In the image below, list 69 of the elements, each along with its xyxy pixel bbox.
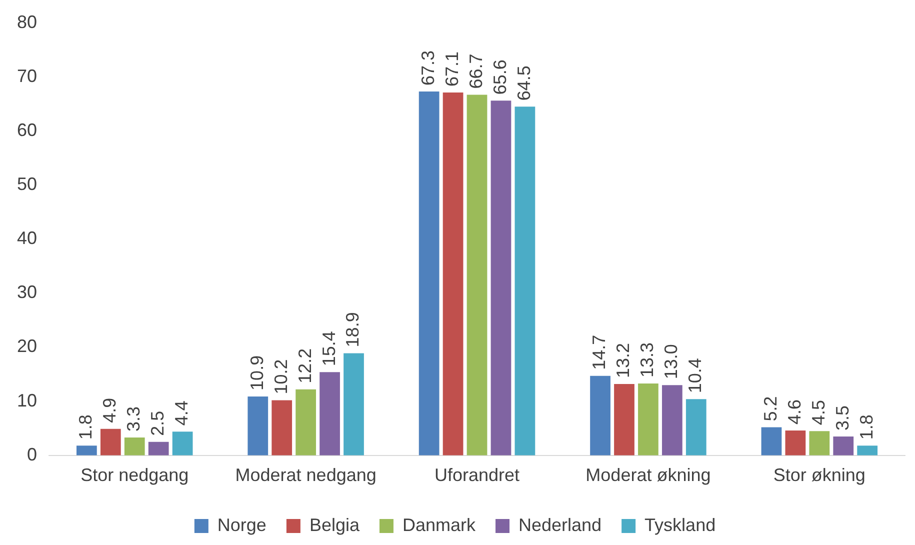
- data-label: 13.0: [661, 344, 682, 380]
- bar: [466, 94, 488, 456]
- y-tick-label: 40: [16, 228, 38, 248]
- bar: [833, 436, 854, 456]
- data-label: 12.2: [294, 348, 315, 384]
- data-label: 67.1: [442, 52, 462, 87]
- bar: [662, 385, 682, 456]
- bar: [76, 446, 97, 456]
- bar: [248, 396, 268, 456]
- legend-label: Norge: [217, 514, 266, 535]
- y-tick-label: 30: [16, 282, 38, 302]
- x-tick-label: Moderat nedgang: [235, 465, 376, 486]
- data-label: 5.2: [760, 396, 780, 422]
- bar: [272, 400, 292, 456]
- data-label: 10.4: [685, 358, 706, 394]
- bar: [614, 384, 634, 456]
- y-tick-label: 80: [16, 12, 38, 32]
- bar: [490, 100, 512, 456]
- bar: [344, 353, 364, 456]
- y-tick-label: 50: [16, 174, 38, 194]
- bar: [148, 442, 169, 456]
- y-tick-label: 60: [16, 120, 38, 140]
- data-label: 66.7: [466, 54, 486, 89]
- data-label: 18.9: [342, 312, 363, 348]
- data-label: 67.3: [418, 50, 438, 86]
- y-tick-label: 0: [27, 444, 38, 464]
- data-label: 14.7: [589, 334, 610, 370]
- y-tick-label: 70: [16, 66, 38, 86]
- data-label: 10.2: [270, 359, 291, 394]
- bar: [124, 438, 145, 456]
- data-label: 4.4: [172, 400, 192, 426]
- bar: [785, 430, 806, 456]
- data-label: 13.2: [613, 342, 634, 378]
- bar: [761, 427, 782, 456]
- y-tick-label: 10: [16, 390, 38, 410]
- bar: [638, 383, 658, 456]
- data-label: 1.8: [76, 414, 96, 440]
- data-label: 1.8: [856, 414, 876, 440]
- legend-label: Tyskland: [644, 514, 716, 535]
- bar: [442, 92, 464, 456]
- data-label: 64.5: [514, 66, 534, 101]
- data-label: 65.6: [490, 60, 510, 95]
- bar: [590, 376, 610, 456]
- legend-label: Nederland: [518, 514, 602, 535]
- legend-label: Belgia: [309, 514, 360, 535]
- bar: [418, 91, 440, 456]
- bar: [514, 106, 536, 456]
- bar: [172, 432, 193, 456]
- data-label: 4.5: [808, 400, 828, 426]
- x-tick-label: Moderat økning: [586, 465, 711, 486]
- bar: [686, 399, 706, 456]
- data-label: 4.6: [784, 399, 804, 425]
- legend-label: Danmark: [402, 514, 476, 535]
- bar: [809, 431, 830, 456]
- x-tick-label: Uforandret: [434, 465, 520, 486]
- data-label: 13.3: [637, 342, 658, 378]
- data-label: 15.4: [318, 331, 339, 366]
- data-label: 3.3: [124, 406, 144, 432]
- x-tick-label: Stor nedgang: [80, 465, 189, 486]
- data-label: 3.5: [832, 405, 852, 430]
- data-label: 10.9: [246, 355, 267, 390]
- bar: [100, 428, 121, 456]
- bar: [296, 389, 316, 456]
- bar: [320, 372, 340, 456]
- data-label: 4.9: [100, 398, 120, 423]
- x-tick-label: Stor økning: [773, 465, 866, 486]
- y-tick-label: 20: [16, 336, 38, 356]
- bar: [857, 446, 878, 456]
- data-label: 2.5: [148, 410, 168, 436]
